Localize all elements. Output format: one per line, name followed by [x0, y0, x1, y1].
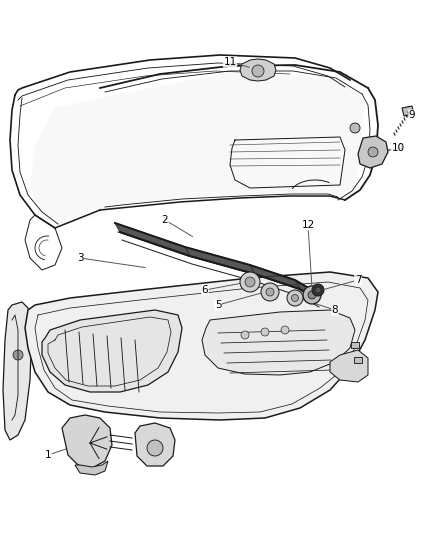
Polygon shape [135, 423, 175, 466]
Polygon shape [240, 59, 276, 81]
Circle shape [240, 272, 260, 292]
Polygon shape [62, 415, 112, 468]
Circle shape [241, 331, 249, 339]
Circle shape [261, 283, 279, 301]
Circle shape [303, 286, 321, 304]
Polygon shape [295, 280, 317, 299]
Polygon shape [250, 265, 300, 289]
Text: 8: 8 [332, 305, 338, 315]
Text: 6: 6 [201, 285, 208, 295]
Text: 1: 1 [45, 450, 51, 460]
Polygon shape [3, 302, 32, 440]
Polygon shape [185, 247, 255, 274]
Polygon shape [358, 136, 388, 168]
Polygon shape [202, 310, 355, 375]
Circle shape [281, 326, 289, 334]
Circle shape [261, 328, 269, 336]
Circle shape [368, 147, 378, 157]
Polygon shape [75, 461, 108, 475]
Text: 3: 3 [77, 253, 83, 263]
Text: 9: 9 [409, 110, 415, 120]
Circle shape [147, 440, 163, 456]
Circle shape [266, 288, 274, 296]
Polygon shape [30, 72, 365, 228]
Text: 4: 4 [397, 143, 403, 153]
Circle shape [308, 291, 316, 299]
Circle shape [312, 284, 324, 296]
Circle shape [287, 290, 303, 306]
Polygon shape [115, 223, 190, 256]
Circle shape [292, 295, 299, 302]
Circle shape [13, 350, 23, 360]
Circle shape [350, 123, 360, 133]
Polygon shape [42, 310, 182, 392]
Text: 7: 7 [355, 275, 361, 285]
Text: 5: 5 [215, 300, 221, 310]
Circle shape [245, 277, 255, 287]
Text: 10: 10 [392, 143, 405, 153]
Text: 11: 11 [223, 57, 237, 67]
Bar [351, 342, 359, 348]
Bar [354, 357, 362, 363]
Circle shape [315, 287, 321, 293]
Text: 12: 12 [301, 220, 314, 230]
Polygon shape [330, 350, 368, 382]
Circle shape [252, 65, 264, 77]
Text: 2: 2 [162, 215, 168, 225]
Polygon shape [402, 106, 414, 116]
Polygon shape [25, 272, 378, 420]
